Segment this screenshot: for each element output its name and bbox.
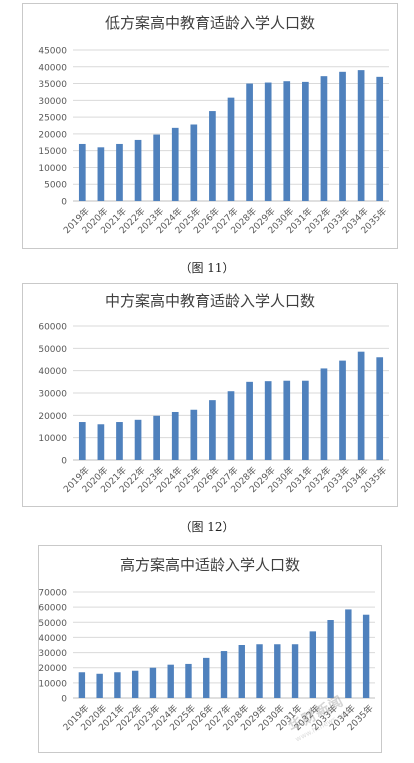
- bar: [309, 631, 317, 698]
- y-tick-label: 20000: [38, 412, 67, 422]
- y-tick-label: 30000: [38, 97, 67, 107]
- bar: [134, 419, 142, 460]
- bar: [327, 620, 334, 698]
- y-tick-label: 40000: [38, 367, 67, 377]
- chart-title: 中方案高中教育适龄入学人口数: [104, 292, 315, 310]
- y-tick-label: 45000: [38, 47, 67, 57]
- bar: [209, 400, 216, 460]
- bar: [357, 351, 365, 460]
- bar: [320, 76, 328, 201]
- bar: [246, 381, 253, 460]
- bar: [96, 673, 103, 698]
- bar: [238, 645, 245, 698]
- bar: [376, 76, 384, 201]
- y-tick-label: 35000: [38, 80, 67, 90]
- chart-panel-mid: 中方案高中教育适龄入学人口数 0 10000 20000 30000 40000 5000…: [22, 283, 398, 507]
- y-tick-label: 60000: [39, 604, 67, 614]
- chart-title: 高方案高中适龄入学人口数: [119, 556, 300, 574]
- y-tick-label: 50000: [38, 345, 67, 355]
- bar: [320, 368, 328, 460]
- y-tick-label: 40000: [38, 63, 67, 73]
- bar: [153, 415, 160, 460]
- bar: [283, 81, 291, 201]
- bar: [264, 381, 272, 460]
- bar: [357, 70, 365, 201]
- y-tick-label: 60000: [38, 323, 67, 333]
- bar: [190, 409, 198, 460]
- bar: [171, 411, 179, 460]
- bar: [97, 424, 105, 460]
- bar: [131, 670, 139, 698]
- bar: [302, 380, 309, 460]
- y-tick-label: 10000: [39, 679, 67, 689]
- y-tick-label: 30000: [38, 390, 67, 400]
- chart-panel-high: 高方案高中适龄入学人口数 0 10000 20000 30000 40000 50000 6…: [38, 545, 382, 753]
- bar: [246, 83, 253, 201]
- bar: [190, 124, 198, 201]
- bar: [171, 127, 179, 201]
- bar: [376, 357, 384, 460]
- y-tick-label: 20000: [38, 130, 67, 140]
- bar: [227, 391, 235, 460]
- y-tick-label: 50000: [39, 619, 67, 629]
- bar: [339, 71, 346, 201]
- figure-caption-12: （图 12）: [179, 520, 235, 534]
- y-tick-label: 15000: [38, 147, 67, 157]
- figure-caption-11: （图 11）: [179, 261, 235, 275]
- y-tick-label: 10000: [38, 164, 67, 174]
- bar: [362, 614, 370, 698]
- bar: [302, 81, 309, 201]
- bar: [339, 360, 346, 460]
- chart-svg-mid: 01000020000300004000050000600002019年2020…: [38, 323, 389, 496]
- chart-svg-high: 0100002000030000400005000060000700002019…: [39, 589, 376, 734]
- bar: [78, 672, 86, 698]
- bar: [134, 139, 142, 201]
- bar: [209, 111, 216, 201]
- bar: [227, 97, 235, 201]
- y-tick-label: 0: [61, 198, 67, 208]
- bar: [116, 143, 123, 201]
- bar: [274, 644, 281, 698]
- y-tick-label: 20000: [39, 664, 67, 674]
- bar: [116, 422, 123, 460]
- bar: [78, 422, 86, 460]
- bar: [264, 82, 272, 201]
- bar: [345, 609, 352, 698]
- bar: [149, 667, 157, 698]
- y-tick-label: 70000: [39, 589, 67, 599]
- bar: [114, 672, 121, 698]
- chart-title: 低方案高中教育适龄入学人口数: [104, 14, 315, 32]
- chart-svg-low: 0 5000 10000 15000 20000 25000 30000 35000 40000…: [38, 47, 389, 237]
- bar: [167, 664, 174, 698]
- y-tick-label: 0: [61, 457, 67, 467]
- bar: [256, 644, 263, 698]
- bar: [78, 143, 86, 201]
- bar: [291, 644, 299, 698]
- bar: [283, 380, 291, 460]
- bar: [220, 651, 228, 698]
- chart-panel-low: 低方案高中教育适龄入学人口数 0 5000 10000 15000 20000 25000…: [22, 3, 398, 249]
- y-tick-label: 40000: [39, 634, 67, 644]
- y-tick-label: 0: [61, 695, 67, 705]
- y-tick-label: 30000: [39, 649, 67, 659]
- bar: [203, 657, 210, 698]
- bar: [185, 663, 192, 698]
- y-tick-label: 5000: [44, 181, 67, 191]
- y-tick-label: 25000: [38, 114, 67, 124]
- bar: [153, 134, 160, 201]
- y-tick-label: 10000: [38, 434, 67, 444]
- bar: [97, 147, 105, 201]
